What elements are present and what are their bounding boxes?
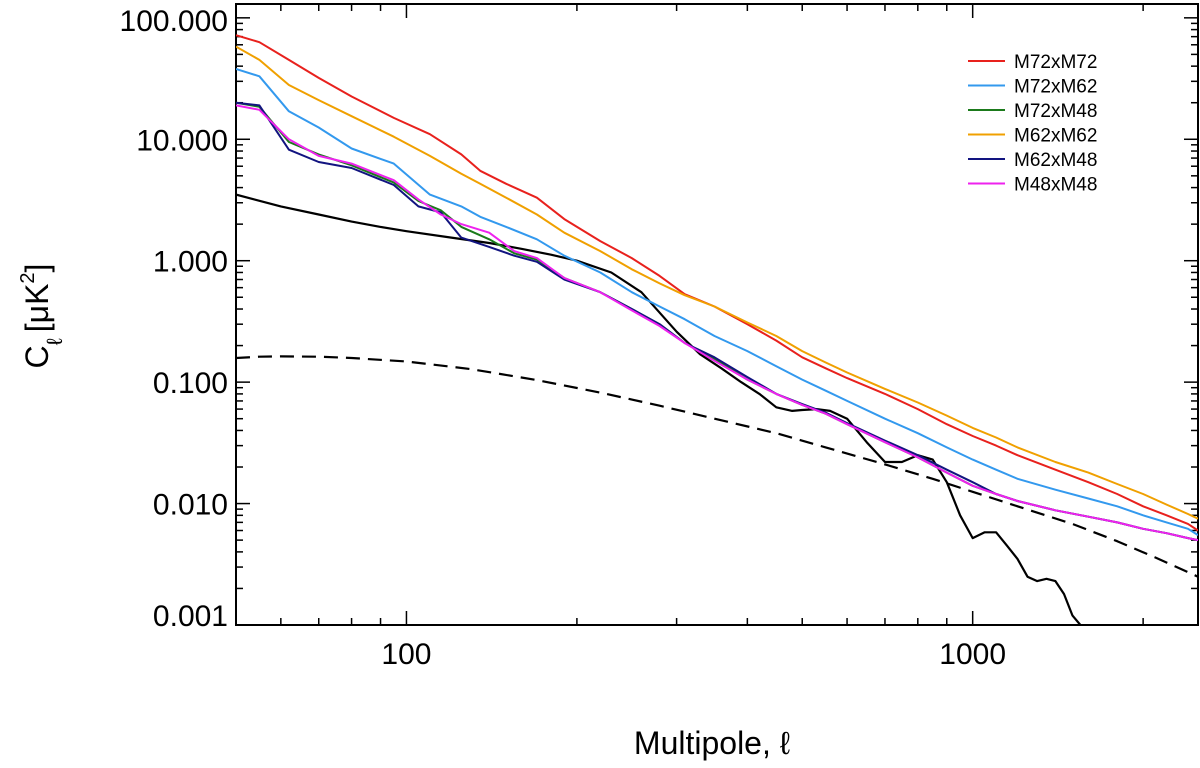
y-tick-label: 1.000: [153, 246, 228, 279]
legend: M72xM72 M72xM62 M72xM48 M62xM62 M62xM48 M48xM…: [968, 52, 1097, 196]
x-tick-label: 1000: [939, 638, 1006, 671]
y-tick-label: 100.000: [120, 5, 228, 38]
series-line-m72xm62: [236, 67, 1198, 536]
legend-label: M72xM48: [1014, 101, 1097, 122]
x-tick-label: 100: [381, 638, 431, 671]
x-axis-title: Multipole, ℓ: [634, 725, 790, 761]
legend-label: M48xM48: [1014, 175, 1097, 196]
ticks: [235, 4, 1198, 626]
y-axis-title: Cℓ [μK2]: [17, 264, 67, 369]
legend-label: M62xM62: [1014, 126, 1097, 147]
series-line-m48xm48: [236, 104, 1198, 542]
y-axis-title-sub: ℓ: [42, 337, 67, 345]
y-axis-title-sup: 2: [17, 272, 39, 283]
y-axis-title-units: [μK: [19, 284, 55, 333]
y-axis-title-close: ]: [19, 264, 55, 273]
legend-label: M72xM72: [1014, 52, 1097, 73]
y-tick-label: 0.001: [153, 600, 228, 633]
series-line-m62xm62: [236, 45, 1198, 520]
tick-labels: 100 1000 100.000 10.000 1.000 0.100 0.010 0.001: [120, 5, 1007, 671]
y-tick-label: 0.100: [153, 367, 228, 400]
series-line-model: [236, 193, 1083, 625]
plot-frame: [235, 3, 1199, 626]
y-tick-label: 10.000: [136, 124, 228, 157]
legend-label: M62xM48: [1014, 150, 1097, 171]
legend-label: M72xM62: [1014, 77, 1097, 98]
y-axis-title-c: C: [19, 345, 55, 368]
svg-text:Cℓ[μK2]: Cℓ [μK2]: [17, 264, 67, 369]
series-line-m72xm72: [236, 34, 1198, 532]
series-layer: [236, 34, 1198, 625]
series-line-model-dashed: [236, 355, 1198, 578]
y-tick-label: 0.010: [153, 489, 228, 522]
